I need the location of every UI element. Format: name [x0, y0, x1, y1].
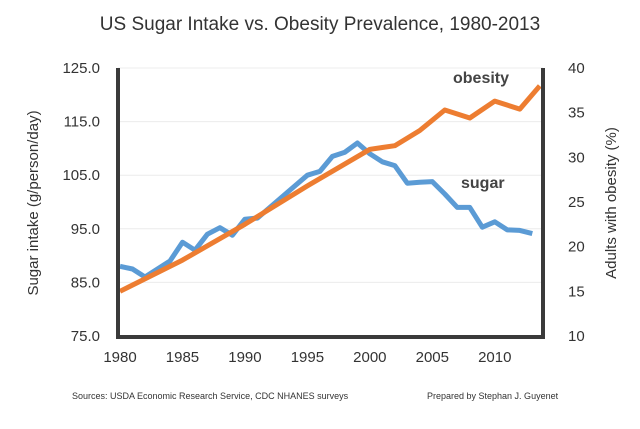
y-tick-label: 95.0 — [71, 221, 100, 238]
y-tick-label: 105.0 — [62, 167, 100, 184]
y-tick-label: 85.0 — [71, 274, 100, 291]
chart-title: US Sugar Intake vs. Obesity Prevalence, … — [100, 14, 540, 35]
y-tick-label: 115.0 — [64, 114, 100, 131]
y-axis-label: Sugar intake (g/person/day) — [25, 110, 42, 295]
y-tick-label: 75.0 — [71, 328, 100, 345]
x-tick-label: 2000 — [353, 349, 386, 366]
x-tick-label: 1990 — [228, 349, 261, 366]
x-tick-label: 2005 — [416, 349, 449, 366]
prepared-by-note: Prepared by Stephan J. Guyenet — [427, 391, 559, 401]
x-tick-label: 1995 — [291, 349, 324, 366]
tick-labels: 125.0 115.0 105.0 95.0 85.0 75.0 40 35 30 25 20 15 1… — [62, 60, 584, 366]
sources-note: Sources: USDA Economic Research Service,… — [72, 391, 349, 401]
y-tick-label: 125.0 — [62, 60, 100, 77]
sugar-line — [119, 140, 533, 280]
x-tick-label: 2010 — [478, 349, 511, 366]
x-tick-label: 1985 — [166, 349, 199, 366]
y2-tick-label: 10 — [568, 328, 585, 345]
obesity-line — [118, 84, 542, 294]
obesity-series-label: obesity — [453, 70, 509, 87]
y2-tick-label: 15 — [568, 283, 585, 300]
sugar-series-label: sugar — [461, 175, 505, 192]
y2-axis-label: Adults with obesity (%) — [603, 127, 620, 279]
y2-tick-label: 20 — [568, 239, 585, 256]
x-tick-label: 1980 — [103, 349, 136, 366]
y2-tick-label: 40 — [568, 60, 585, 77]
series-lines — [118, 84, 542, 294]
y2-tick-label: 25 — [568, 194, 585, 211]
y2-tick-label: 30 — [568, 149, 585, 166]
y2-tick-label: 35 — [568, 105, 585, 122]
